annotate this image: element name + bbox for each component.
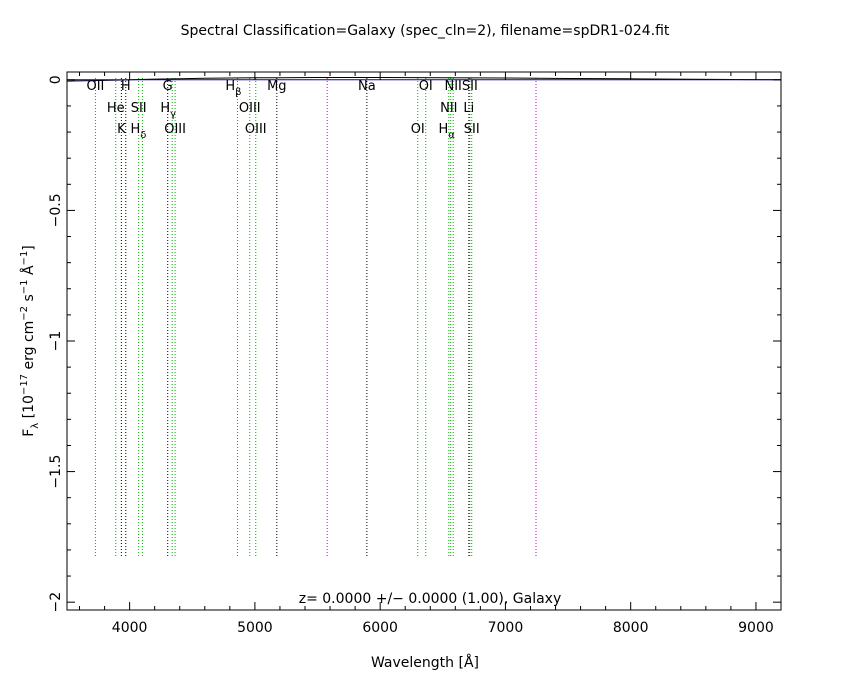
line-label: OI <box>419 79 433 94</box>
line-label: K <box>117 122 126 137</box>
y-tick-label: −1 <box>48 331 64 352</box>
line-label: OI <box>411 122 425 137</box>
line-label: H <box>121 79 131 94</box>
line-label: Li <box>463 101 474 116</box>
line-label: He <box>107 101 125 116</box>
y-tick-label: 0 <box>48 75 64 84</box>
line-label: G <box>163 79 173 94</box>
line-label: OIII <box>239 101 261 116</box>
line-label: NII <box>440 101 457 116</box>
line-label-greek: Hα <box>438 122 455 141</box>
plot-frame <box>66 71 782 611</box>
x-tick-label: 5000 <box>237 620 273 636</box>
spectrum-series-layer <box>66 77 782 82</box>
x-tick-label: 9000 <box>738 620 774 636</box>
line-label: Mg <box>267 79 286 94</box>
y-axis-label: Fλ [10−17 erg cm−2 s−1 Å−1] <box>19 245 41 437</box>
line-label-greek: Hδ <box>130 122 146 141</box>
line-label: OIII <box>245 122 267 137</box>
y-tick-label: −2 <box>48 592 64 613</box>
chart-title: Spectral Classification=Galaxy (spec_cln… <box>181 23 670 39</box>
spectral-lines-layer <box>94 78 537 558</box>
line-label: SII <box>464 122 480 137</box>
line-label-greek: Hγ <box>160 101 176 120</box>
spectrum-flux-line <box>66 77 782 82</box>
line-label: SII <box>462 79 478 94</box>
y-tick-label: −1.5 <box>48 455 64 489</box>
redshift-annotation: z= 0.0000 +/− 0.0000 (1.00), Galaxy <box>299 591 562 607</box>
x-tick-label: 7000 <box>488 620 524 636</box>
line-label: OII <box>86 79 104 94</box>
x-tick-label: 8000 <box>613 620 649 636</box>
line-label-greek: Hβ <box>225 79 241 98</box>
line-label: OIII <box>164 122 186 137</box>
line-label: NII <box>444 79 461 94</box>
x-tick-label: 4000 <box>112 620 148 636</box>
axis-ticks-layer: 4000 5000 6000 7000 8000 9000 0 −0.5 −1 −1.5 −2 <box>48 72 782 636</box>
x-axis-label: Wavelength [Å] <box>371 654 479 671</box>
line-label: Na <box>358 79 376 94</box>
y-tick-label: −0.5 <box>48 193 64 227</box>
x-tick-label: 6000 <box>362 620 398 636</box>
line-label: SII <box>131 101 147 116</box>
